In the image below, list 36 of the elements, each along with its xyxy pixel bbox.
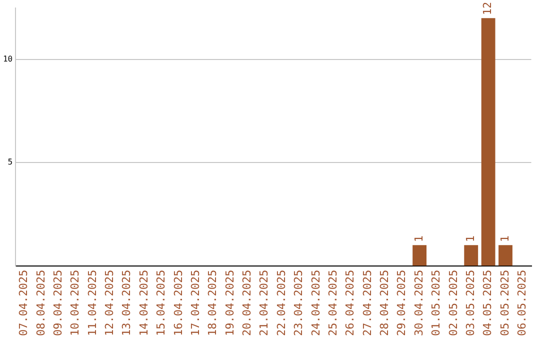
x-tick-label: 20.04.2025 xyxy=(240,270,254,336)
x-tick-label: 23.04.2025 xyxy=(292,270,306,336)
x-tick-label: 26.04.2025 xyxy=(344,270,357,336)
x-tick-label: 16.04.2025 xyxy=(172,270,185,336)
x-tick-label: 13.04.2025 xyxy=(120,270,134,336)
x-tick-label: 03.05.2025 xyxy=(464,270,477,336)
x-tick-label: 28.04.2025 xyxy=(378,270,392,336)
x-tick-label: 05.05.2025 xyxy=(498,270,512,336)
x-tick-label: 15.04.2025 xyxy=(154,270,168,336)
data-label: 1 xyxy=(464,236,477,242)
x-tick-label: 12.04.2025 xyxy=(103,270,116,336)
x-tick-label: 18.04.2025 xyxy=(206,270,220,336)
x-tick-label: 29.04.2025 xyxy=(395,270,408,336)
x-tick-label: 10.04.2025 xyxy=(68,270,82,336)
y-tick-label: 10 xyxy=(2,54,13,64)
y-tick-label: 5 xyxy=(8,158,13,167)
data-label: 1 xyxy=(498,236,512,242)
x-tick-label: 30.04.2025 xyxy=(412,270,426,336)
x-tick-label: 11.04.2025 xyxy=(86,270,99,336)
x-tick-label: 01.05.2025 xyxy=(430,270,443,336)
x-tick-label: 04.05.2025 xyxy=(481,270,494,336)
x-tick-label: 22.04.2025 xyxy=(274,270,288,336)
x-tick-label: 19.04.2025 xyxy=(223,270,236,336)
x-tick-label: 24.04.2025 xyxy=(309,270,322,336)
x-tick-label: 09.04.2025 xyxy=(51,270,64,336)
x-tick-label: 14.04.2025 xyxy=(137,270,150,336)
data-label: 1 xyxy=(412,236,426,242)
data-label: 12 xyxy=(481,2,494,16)
x-tick-label: 07.04.2025 xyxy=(17,270,30,336)
x-tick-label: 25.04.2025 xyxy=(326,270,340,336)
x-tick-label: 02.05.2025 xyxy=(446,270,460,336)
x-tick-label: 21.04.2025 xyxy=(258,270,271,336)
x-tick-label: 08.04.2025 xyxy=(34,270,48,336)
x-tick-label: 06.05.2025 xyxy=(516,270,529,336)
x-tick-label: 17.04.2025 xyxy=(188,270,202,336)
x-tick-label: 27.04.2025 xyxy=(360,270,374,336)
